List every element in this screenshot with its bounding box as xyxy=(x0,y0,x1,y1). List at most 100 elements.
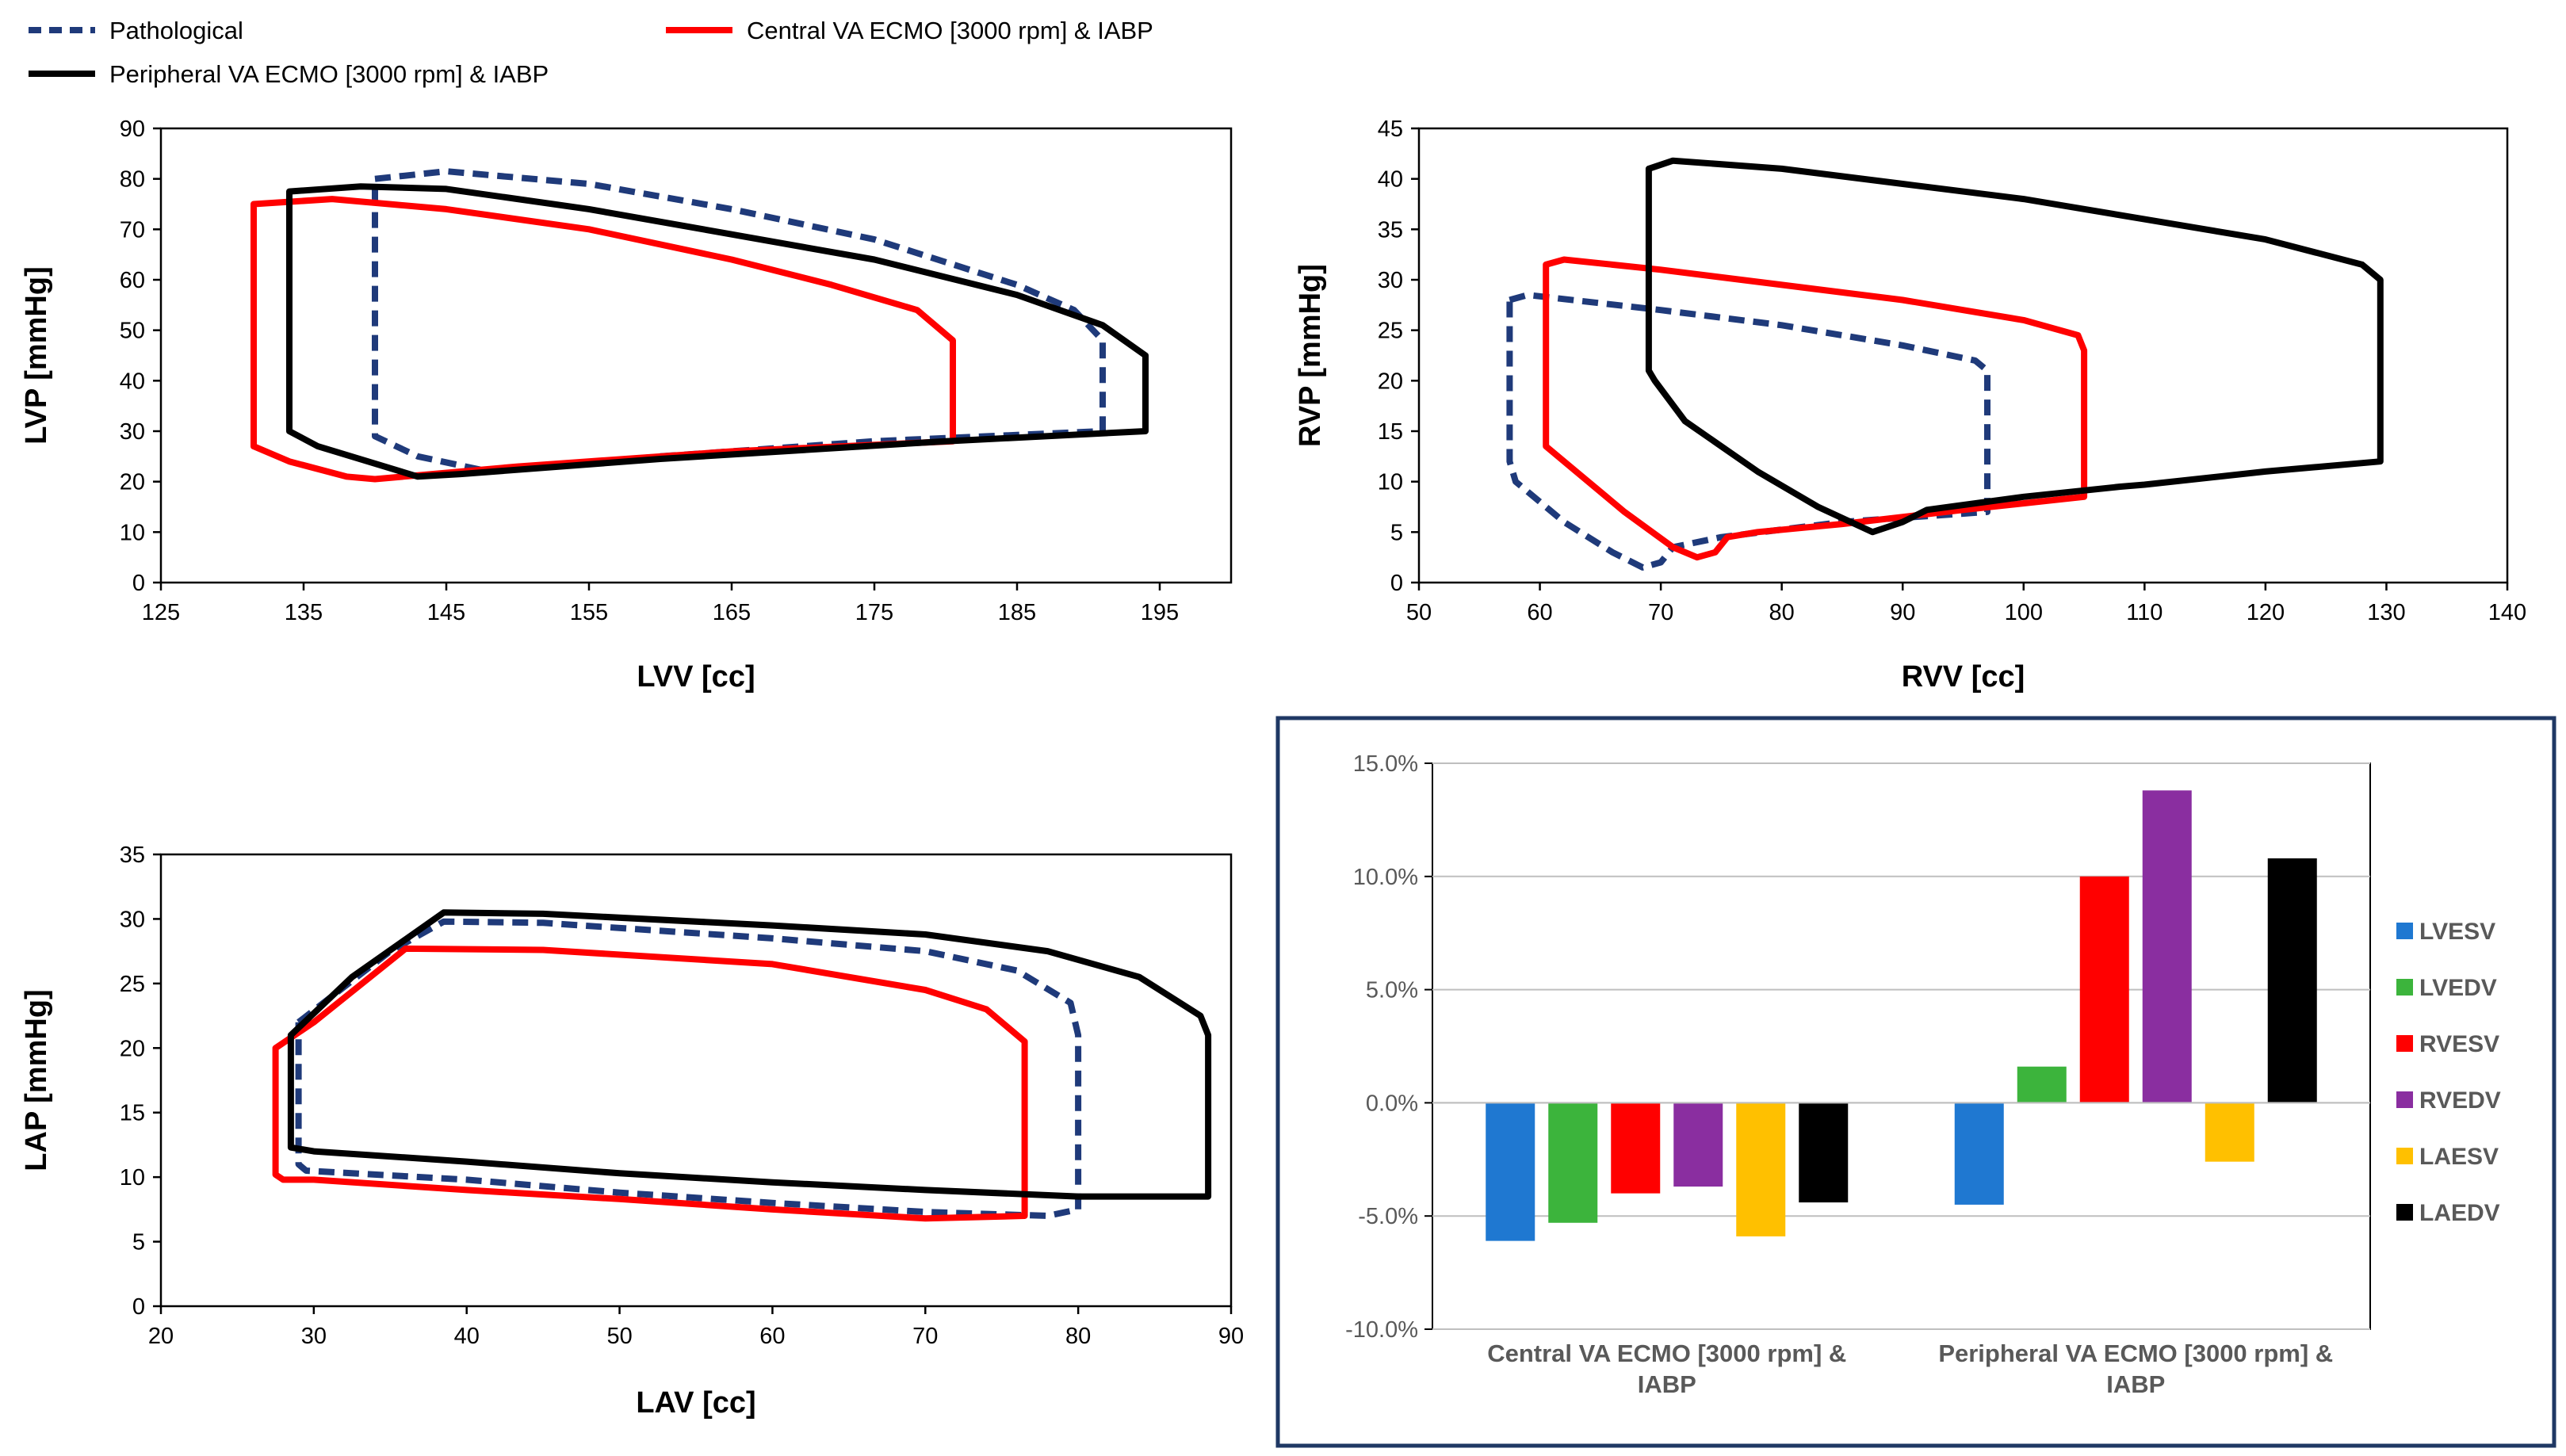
y-tick-label: 5 xyxy=(132,1230,145,1255)
bar-laesv-peripheral xyxy=(2205,1103,2254,1162)
x-tick-label: 175 xyxy=(855,600,893,625)
y-tick-label: 30 xyxy=(120,907,145,932)
y-tick-label: 5.0% xyxy=(1366,978,1418,1003)
pv-loop-central-va-ecmo-3000-rpm-iabp xyxy=(250,196,956,483)
x-tick-label: 110 xyxy=(2126,600,2163,625)
bar-lvesv-peripheral xyxy=(1954,1103,2004,1205)
bar-legend-label: RVEDV xyxy=(2419,1087,2501,1114)
pv-loop-central-va-ecmo-3000-rpm-iabp xyxy=(272,945,1028,1222)
category-label: IABP xyxy=(1638,1370,1696,1398)
y-tick-label: 25 xyxy=(120,972,145,997)
x-tick-label: 70 xyxy=(912,1324,938,1349)
loop-legend: Pathological Central VA ECMO [3000 rpm] … xyxy=(29,17,1153,88)
y-tick-label: -5.0% xyxy=(1358,1204,1418,1229)
y-tick-label: 30 xyxy=(120,419,145,445)
x-tick-label: 195 xyxy=(1141,600,1179,625)
y-tick-label: 10 xyxy=(120,520,145,545)
x-tick-label: 60 xyxy=(1527,600,1552,625)
y-tick-label: -10.0% xyxy=(1345,1317,1418,1343)
y-tick-label: 5 xyxy=(1390,520,1403,545)
bar-lvedv-central xyxy=(1548,1103,1598,1223)
x-tick-label: 125 xyxy=(142,600,180,625)
bar-lvesv-central xyxy=(1486,1103,1535,1241)
pv-loop-pathological xyxy=(295,918,1082,1219)
y-tick-label: 35 xyxy=(1378,217,1403,243)
y-tick-label: 90 xyxy=(120,117,145,142)
pv-loop-pathological xyxy=(1506,292,1990,571)
category-label: IABP xyxy=(2106,1370,2165,1398)
y-tick-label: 0 xyxy=(1390,571,1403,596)
x-tick-label: 165 xyxy=(713,600,751,625)
y-tick-label: 10 xyxy=(120,1165,145,1190)
bar-legend-label: LAESV xyxy=(2419,1144,2499,1170)
x-tick-label: 60 xyxy=(759,1324,785,1349)
y-tick-label: 50 xyxy=(120,319,145,344)
y-tick-label: 0 xyxy=(132,1294,145,1320)
legend-item-central: Central VA ECMO [3000 rpm] & IABP xyxy=(666,17,1153,44)
lv-pv-loop-panel: 0 10 20 30 40 50 60 70 80 90 125 135 145 155 165 175 185… xyxy=(20,117,1233,694)
pv-loop-peripheral-va-ecmo-3000-rpm-iabp xyxy=(287,909,1212,1200)
bar-lvedv-peripheral xyxy=(2017,1066,2067,1103)
bar-chart-frame xyxy=(1275,716,2556,1448)
bar-legend-swatch xyxy=(2396,1035,2413,1052)
category-label: Central VA ECMO [3000 rpm] & xyxy=(1487,1339,1846,1367)
y-tick-label: 15.0% xyxy=(1353,751,1418,777)
y-axis-label: RVP [mmHg] xyxy=(1294,264,1327,447)
pv-loop-central-va-ecmo-3000-rpm-iabp xyxy=(1543,256,2088,561)
x-tick-label: 100 xyxy=(2005,600,2043,625)
x-tick-label: 155 xyxy=(570,600,608,625)
x-tick-label: 135 xyxy=(285,600,323,625)
x-tick-label: 90 xyxy=(1218,1324,1244,1349)
legend-item-pathological: Pathological xyxy=(29,17,243,44)
y-tick-label: 40 xyxy=(120,369,145,394)
y-tick-label: 45 xyxy=(1378,117,1403,142)
bar-plot-area xyxy=(1432,762,2371,1330)
y-tick-label: 20 xyxy=(1378,369,1403,394)
bar-laedv-peripheral xyxy=(2267,858,2317,1103)
x-axis-label: RVV [cc] xyxy=(1902,660,2025,694)
x-axis-label: LAV [cc] xyxy=(636,1386,755,1420)
bar-legend-label: LVEDV xyxy=(2419,975,2497,1001)
la-pv-loop-panel: 0 5 10 15 20 25 30 35 20 30 40 50 60 70 80 90 LAV [cc] LA… xyxy=(20,843,1244,1420)
bar-legend-swatch xyxy=(2396,1148,2413,1164)
x-tick-label: 130 xyxy=(2367,600,2405,625)
x-tick-label: 70 xyxy=(1648,600,1673,625)
legend-item-peripheral: Peripheral VA ECMO [3000 rpm] & IABP xyxy=(29,60,549,88)
legend-label-peripheral: Peripheral VA ECMO [3000 rpm] & IABP xyxy=(109,60,549,88)
pv-loop-pathological xyxy=(372,168,1106,475)
x-tick-label: 90 xyxy=(1890,600,1915,625)
y-tick-label: 40 xyxy=(1378,167,1403,193)
y-tick-label: 20 xyxy=(120,1036,145,1061)
x-tick-label: 30 xyxy=(301,1324,327,1349)
bar-legend-swatch xyxy=(2396,1204,2413,1221)
y-tick-label: 15 xyxy=(120,1101,145,1126)
bar-legend-label: LAEDV xyxy=(2419,1200,2500,1226)
legend-label-central: Central VA ECMO [3000 rpm] & IABP xyxy=(747,17,1153,44)
y-tick-label: 80 xyxy=(120,167,145,193)
legend-label-pathological: Pathological xyxy=(109,17,243,44)
x-tick-label: 20 xyxy=(148,1324,174,1349)
plot-area xyxy=(159,853,1233,1308)
y-tick-label: 0.0% xyxy=(1366,1091,1418,1116)
x-tick-label: 140 xyxy=(2488,600,2526,625)
y-tick-label: 30 xyxy=(1378,268,1403,293)
bar-laesv-central xyxy=(1736,1103,1786,1236)
y-tick-label: 25 xyxy=(1378,319,1403,344)
rv-pv-loop-panel: 0 5 10 15 20 25 30 35 40 45 50 60 70 80 90 100 110 120 130… xyxy=(1294,117,2526,694)
bar-rvedv-central xyxy=(1673,1103,1723,1187)
y-tick-label: 20 xyxy=(120,470,145,495)
volume-change-bar-chart: -10.0% -5.0% 0.0% 5.0% 10.0% 15.0% Central VA … xyxy=(1345,751,2501,1398)
y-tick-label: 0 xyxy=(132,571,145,596)
bar-rvedv-peripheral xyxy=(2142,790,2192,1103)
x-tick-label: 50 xyxy=(606,1324,632,1349)
pv-loop-peripheral-va-ecmo-3000-rpm-iabp xyxy=(1645,157,2384,536)
y-tick-label: 10.0% xyxy=(1353,865,1418,890)
category-label: Peripheral VA ECMO [3000 rpm] & xyxy=(1938,1339,2333,1367)
plot-area xyxy=(159,127,1233,584)
bar-legend-label: LVESV xyxy=(2419,919,2495,945)
plot-area xyxy=(1417,127,2509,584)
x-tick-label: 145 xyxy=(427,600,465,625)
y-tick-label: 10 xyxy=(1378,470,1403,495)
bar-laedv-central xyxy=(1799,1103,1849,1203)
